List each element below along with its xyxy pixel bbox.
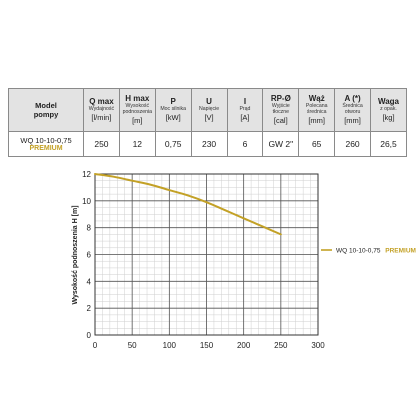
header-hmax-desc: Wysokość podnoszenia — [122, 103, 153, 115]
header-outlet-desc: Wyjście tłoczne — [271, 103, 290, 115]
value-current: 6 — [226, 131, 264, 157]
header-power-desc: Moc silnika — [160, 106, 187, 112]
header-weight-desc: z opak. — [380, 106, 397, 112]
header-power: P Moc silnika [kW] — [154, 88, 192, 132]
header-voltage: U Napięcie [V] — [190, 88, 228, 132]
value-voltage: 230 — [190, 131, 228, 157]
x-tick-label: 50 — [128, 341, 137, 350]
header-model-line1: Model — [35, 101, 57, 110]
x-tick-labels: 0 50 100 150 200 250 300 — [93, 341, 325, 350]
y-tick-labels: 0 2 4 6 8 10 12 — [82, 170, 91, 340]
series-line — [94, 173, 282, 236]
value-qmax: 250 — [83, 131, 120, 157]
header-hose: Wąż Polecana średnica [mm] — [298, 88, 336, 132]
value-outlet: GW 2" — [262, 131, 300, 157]
y-tick-label: 12 — [82, 170, 91, 179]
header-qmax-desc: Wydajność — [88, 106, 115, 112]
header-power-unit: [kW] — [165, 113, 181, 122]
x-tick-label: 0 — [93, 341, 98, 350]
x-tick-label: 250 — [274, 341, 288, 350]
header-outlet: RP-Ø Wyjście tłoczne [cal] — [262, 88, 300, 132]
header-weight: Waga z opak. [kg] — [370, 88, 407, 132]
legend: WQ 10-10-0,75 PREMIUM — [321, 248, 416, 255]
header-hmax-unit: [m] — [132, 116, 143, 125]
spec-header-row: Model pompy Q max Wydajność [l/min] H ma… — [8, 88, 407, 132]
header-current-title: I — [243, 97, 247, 106]
header-model-line2: pompy — [33, 110, 59, 119]
x-tick-label: 150 — [200, 341, 214, 350]
plot-frame — [94, 173, 319, 336]
header-hose-unit: [mm] — [308, 116, 326, 125]
header-power-title: P — [170, 97, 176, 106]
x-tick-label: 300 — [311, 341, 325, 350]
value-model: WQ 10-10-0,75 PREMIUM — [8, 131, 84, 157]
header-qmax: Q max Wydajność [l/min] — [83, 88, 120, 132]
series-layer — [94, 173, 282, 236]
header-hole-title: A (*) — [344, 94, 361, 103]
header-hose-desc: Polecana średnica — [305, 103, 328, 115]
header-current-unit: [A] — [240, 113, 250, 122]
legend-series-tag: PREMIUM — [385, 248, 416, 255]
spec-value-row: WQ 10-10-0,75 PREMIUM 250 12 0,75 230 6 … — [8, 131, 407, 157]
value-hole: 260 — [334, 131, 371, 157]
header-hmax: H max Wysokość podnoszenia [m] — [118, 88, 156, 132]
header-qmax-title: Q max — [89, 97, 114, 106]
x-tick-label: 100 — [163, 341, 177, 350]
pump-curve-chart: 0 50 100 150 200 250 300 0 2 4 6 8 10 12 Wysokość po… — [72, 170, 416, 350]
header-voltage-title: U — [206, 97, 212, 106]
header-hmax-title: H max — [125, 94, 150, 103]
legend-label: WQ 10-10-0,75 PREMIUM — [336, 248, 416, 255]
chart-axes — [94, 173, 319, 336]
header-hose-title: Wąż — [308, 94, 325, 103]
header-hole-unit: [mm] — [344, 116, 361, 125]
header-weight-title: Waga — [377, 97, 400, 106]
header-current-desc: Prąd — [239, 106, 251, 112]
y-tick-label: 2 — [87, 304, 92, 313]
header-weight-unit: [kg] — [382, 113, 395, 122]
header-outlet-unit: [cal] — [273, 116, 288, 125]
y-tick-label: 4 — [87, 277, 92, 286]
spec-table: Model pompy Q max Wydajność [l/min] H ma… — [8, 88, 407, 157]
value-weight: 26,5 — [370, 131, 407, 157]
header-qmax-unit: [l/min] — [91, 113, 112, 122]
header-outlet-title: RP-Ø — [270, 94, 291, 103]
y-tick-label: 0 — [87, 331, 92, 340]
legend-series-name: WQ 10-10-0,75 — [336, 248, 381, 255]
y-tick-label: 8 — [87, 224, 92, 233]
y-tick-label: 6 — [87, 251, 92, 260]
header-voltage-unit: [V] — [204, 113, 214, 122]
header-hole: A (*) Średnica otworu [mm] — [334, 88, 371, 132]
header-hole-desc: Średnica otworu — [342, 103, 363, 115]
major-grid — [94, 173, 319, 336]
header-voltage-desc: Napięcie — [198, 106, 220, 112]
model-tag: PREMIUM — [29, 144, 63, 152]
header-current: I Prąd [A] — [226, 88, 264, 132]
y-tick-label: 10 — [82, 197, 91, 206]
header-model: Model pompy — [8, 88, 84, 132]
y-axis-label: Wysokość podnoszenia H [m] — [72, 205, 79, 304]
value-hmax: 12 — [118, 131, 156, 157]
x-tick-label: 200 — [237, 341, 251, 350]
model-name: WQ 10-10-0,75 — [20, 135, 72, 145]
value-hose: 65 — [298, 131, 336, 157]
value-power: 0,75 — [154, 131, 192, 157]
